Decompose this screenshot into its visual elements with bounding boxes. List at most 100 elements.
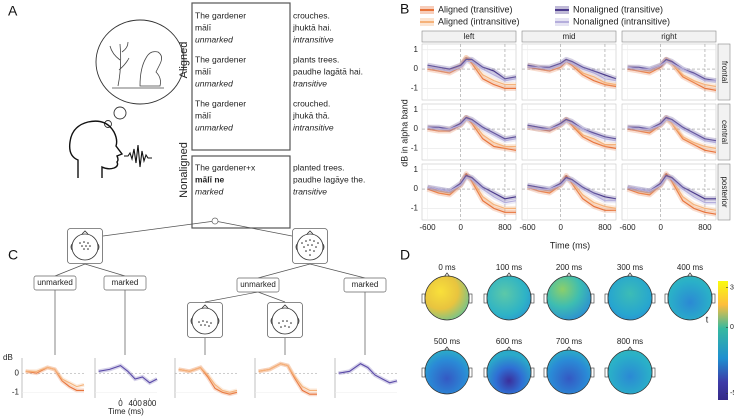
example-text: mālī ne <box>195 174 225 184</box>
topomap <box>667 275 713 321</box>
series-line <box>427 56 516 89</box>
node-label: marked <box>352 280 379 289</box>
example-text: The gardener <box>195 10 246 20</box>
series-line <box>527 178 616 202</box>
legend-label: Nonaligned (intransitive) <box>573 16 670 26</box>
example-text: mālī <box>195 66 212 76</box>
node-box <box>103 275 147 291</box>
group-box <box>191 155 291 229</box>
ear <box>711 293 716 304</box>
panel-label: C <box>8 247 18 263</box>
example-text: crouches. <box>293 10 330 20</box>
ear <box>664 293 669 304</box>
panel-label: D <box>400 247 410 263</box>
series-ribbon <box>25 365 85 389</box>
ear <box>483 293 488 304</box>
example-text: transitive <box>293 78 327 88</box>
head-icon <box>187 302 223 338</box>
ear <box>651 367 656 378</box>
strip <box>717 43 731 101</box>
colorbar <box>718 281 728 400</box>
group-label: Aligned <box>178 42 190 79</box>
series-line <box>527 118 617 140</box>
example-text: mālī <box>195 110 212 120</box>
legend-label: Aligned (transitive) <box>438 4 513 14</box>
topomap <box>486 349 532 395</box>
series-line <box>627 58 717 82</box>
example-text: unmarked <box>195 78 233 88</box>
y-tick-label: -1 <box>411 84 419 93</box>
x-tick-label: -600 <box>520 223 537 232</box>
series-line <box>258 363 317 391</box>
series-line <box>98 364 158 384</box>
x-tick-label: 800 <box>598 223 612 232</box>
x-tick-label: 400 <box>128 399 142 408</box>
ear <box>604 293 609 304</box>
topomap <box>486 275 532 321</box>
node-box <box>343 277 387 293</box>
strip <box>621 30 717 43</box>
panel-bg <box>621 103 717 161</box>
example-text: paudhe lagāye the. <box>293 174 365 184</box>
ear <box>530 367 535 378</box>
panel-bg <box>521 163 617 221</box>
illustration <box>68 19 185 178</box>
y-tick-label: 0 <box>414 64 419 73</box>
y-tick-label: 1 <box>414 165 419 174</box>
ear <box>651 293 656 304</box>
x-tick-label: 0 <box>558 223 563 232</box>
series-line <box>527 120 617 142</box>
strip-label: frontal <box>720 61 729 83</box>
example-text: The gardener+x <box>195 162 256 172</box>
colorbar-label: t <box>706 314 709 324</box>
y-tick-label: -1 <box>12 387 20 396</box>
strip <box>521 30 617 43</box>
time-label: 800 ms <box>617 337 643 346</box>
series-line <box>527 176 617 209</box>
topomap <box>546 275 592 321</box>
x-tick-label: 0 <box>658 223 663 232</box>
series-line <box>427 175 516 209</box>
series-line <box>427 60 517 82</box>
series-line <box>527 58 617 80</box>
ear <box>590 367 595 378</box>
node-box <box>33 275 77 291</box>
ear <box>543 367 548 378</box>
series-line <box>427 118 517 142</box>
strip <box>717 163 731 221</box>
y-tick-label: 0 <box>414 184 419 193</box>
x-tick-label: -600 <box>420 223 437 232</box>
ear <box>421 367 426 378</box>
group-box <box>191 2 291 151</box>
x-tick-label: 0 <box>118 399 123 408</box>
example-text: The gardener <box>195 98 246 108</box>
topomap <box>424 349 470 395</box>
tree <box>54 217 366 355</box>
ear <box>468 367 473 378</box>
node-label: unmarked <box>240 280 276 289</box>
strip-label: left <box>464 32 475 41</box>
example-text: unmarked <box>195 122 233 132</box>
time-label: 600 ms <box>496 337 522 346</box>
examples: The gardener crouches. mālī jhuktā hai. unma… <box>195 10 365 196</box>
node-label: marked <box>112 278 139 287</box>
strip <box>717 103 731 161</box>
series-line <box>25 366 85 388</box>
y-tick-label: 1 <box>414 45 419 54</box>
series-line <box>527 60 617 88</box>
panel-label: A <box>8 3 18 19</box>
panel-bg <box>521 103 617 161</box>
series-line <box>627 176 716 204</box>
time-label: 0 ms <box>438 263 455 272</box>
example-text: intransitive <box>293 122 334 132</box>
series-line <box>427 176 517 204</box>
panel-bg <box>621 43 717 101</box>
panel-b: Aligned (transitive) Aligned (intransitiv… <box>399 4 731 250</box>
node-label: unmarked <box>37 278 73 287</box>
ear <box>604 367 609 378</box>
series-line <box>527 176 617 200</box>
example-text: paudhe lagātā hai. <box>293 66 363 76</box>
